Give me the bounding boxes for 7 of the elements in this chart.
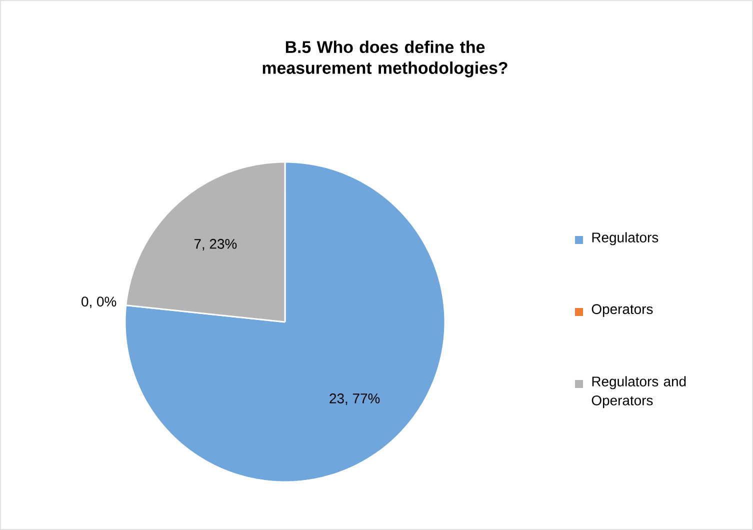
data-label: 7, 23%: [194, 238, 237, 250]
legend-label: Operators: [592, 304, 653, 317]
chart-title: B.5 Who does define the measurement methodologies?: [262, 40, 508, 78]
data-label: 23, 77%: [330, 393, 380, 406]
text: 0, 0%: [82, 296, 116, 308]
legend-label: Regulators and Operators: [592, 376, 686, 408]
legend-label: Regulators: [592, 232, 658, 246]
